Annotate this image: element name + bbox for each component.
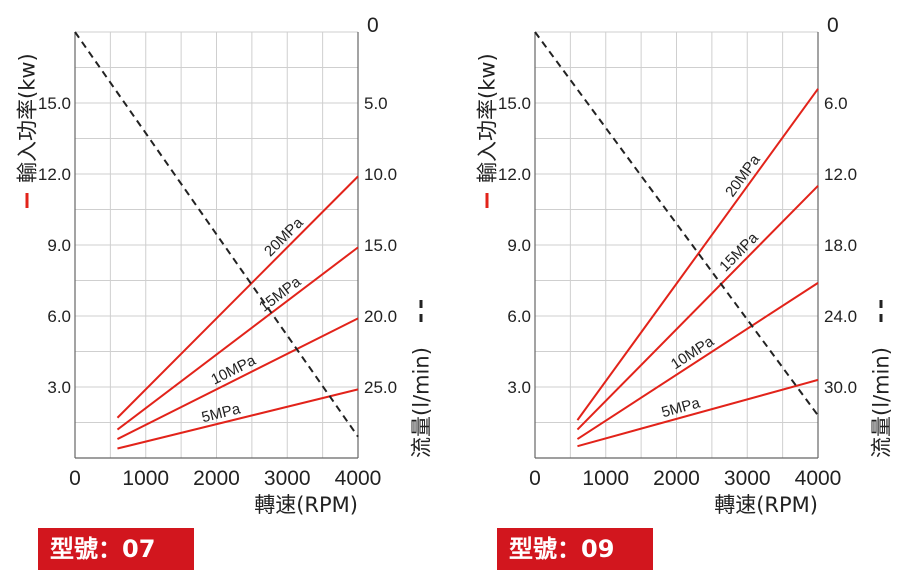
y-left-tick-label: 12.0 — [38, 165, 71, 184]
flow-line — [534, 31, 819, 416]
power-line-10mpa — [117, 317, 359, 440]
power-line-15mpa — [116, 246, 359, 431]
x-tick-label: 2000 — [653, 467, 700, 490]
x-tick-label: 1000 — [582, 467, 629, 490]
y-right-tick-label: 24.0 — [824, 307, 857, 326]
y-left-tick-label: 6.0 — [507, 307, 531, 326]
x-tick-label: 0 — [529, 467, 541, 490]
y-right-tick-label: 0 — [367, 14, 379, 37]
y-right-tick-label: 18.0 — [824, 236, 857, 255]
flow-line — [74, 31, 359, 438]
y-right-tick-label: 25.0 — [364, 378, 397, 397]
x-tick-label: 3000 — [264, 467, 311, 490]
model-badge-09: 型號：09 — [497, 528, 653, 570]
pressure-label-20mpa: 20MPa — [261, 214, 307, 260]
x-axis-title: 轉速(RPM) — [254, 493, 358, 517]
y-axis-right-title: 流量(l/min) — [869, 347, 893, 458]
y-left-tick-label: 15.0 — [498, 94, 531, 113]
y-axis-left-title: 輸入功率(kw) — [475, 53, 499, 183]
power-line-10mpa — [576, 282, 819, 440]
y-left-tick-label: 3.0 — [507, 378, 531, 397]
y-left-tick-label: 12.0 — [498, 165, 531, 184]
power-line-20mpa — [576, 88, 819, 421]
y-left-tick-label: 15.0 — [38, 94, 71, 113]
y-right-tick-label: 20.0 — [364, 307, 397, 326]
y-left-tick-label: 6.0 — [47, 307, 71, 326]
y-right-tick-label: 10.0 — [364, 165, 397, 184]
y-axis-right-title: 流量(l/min) — [409, 347, 433, 458]
power-line-5mpa — [577, 378, 819, 448]
power-line-15mpa — [576, 185, 819, 431]
y-right-tick-label: 0 — [827, 14, 839, 37]
y-right-tick-label: 30.0 — [824, 378, 857, 397]
y-right-tick-label: 12.0 — [824, 165, 857, 184]
y-left-tick-label: 9.0 — [507, 236, 531, 255]
x-tick-label: 4000 — [795, 467, 842, 490]
model-badge-07: 型號：07 — [38, 528, 194, 570]
x-tick-label: 3000 — [724, 467, 771, 490]
x-tick-label: 1000 — [122, 467, 169, 490]
y-right-tick-label: 6.0 — [824, 94, 848, 113]
y-left-tick-label: 9.0 — [47, 236, 71, 255]
power-line-20mpa — [116, 175, 359, 419]
y-right-tick-label: 15.0 — [364, 236, 397, 255]
chart-09-svg: 0 1000 2000 3000 4000 3.0 6.0 9.0 12.0 15.0 0 6.0 12… — [475, 14, 893, 517]
y-axis-left-title: 輸入功率(kw) — [15, 53, 39, 183]
chart-model-07: 0 1000 2000 3000 4000 3.0 6.0 9.0 12.0 15.0 0 5.0 10… — [0, 0, 440, 520]
chart-model-09: 0 1000 2000 3000 4000 3.0 6.0 9.0 12.0 15.0 0 6.0 12… — [460, 0, 899, 520]
chart-07-svg: 0 1000 2000 3000 4000 3.0 6.0 9.0 12.0 15.0 0 5.0 10… — [15, 14, 433, 517]
y-left-tick-label: 3.0 — [47, 378, 71, 397]
x-tick-label: 2000 — [193, 467, 240, 490]
pressure-label-15mpa: 15MPa — [716, 229, 762, 275]
x-axis-title: 轉速(RPM) — [714, 493, 818, 517]
x-tick-label: 4000 — [335, 467, 382, 490]
x-tick-label: 0 — [69, 467, 81, 490]
power-line-5mpa — [117, 388, 359, 450]
y-right-tick-label: 5.0 — [364, 94, 388, 113]
